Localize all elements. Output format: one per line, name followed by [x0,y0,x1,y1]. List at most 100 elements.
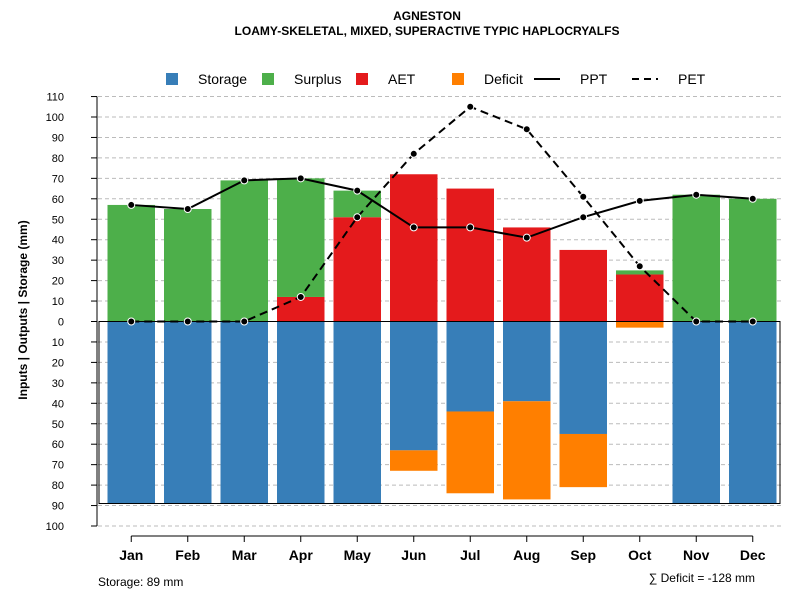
surplus-bar [277,178,325,297]
storage-bar [164,321,212,504]
y-tick-label: 0 [58,317,64,329]
lines [127,102,757,326]
ppt-point [579,213,588,222]
aet-bar [390,174,438,322]
y-tick-label: 90 [52,132,64,144]
legend-label-pet: PET [678,71,706,87]
legend-label-storage: Storage [198,71,247,87]
x-tick-label: Jul [460,547,480,563]
deficit-bar [503,401,551,500]
aet-bar [446,188,494,322]
y-tick-label: 30 [52,255,64,267]
y-tick-label: 80 [52,153,64,165]
legend-label-aet: AET [388,71,416,87]
y-tick-label: 50 [52,214,64,226]
storage-bar [503,321,551,402]
ppt-point [692,190,701,199]
storage-bar [107,321,155,504]
deficit-note: ∑ Deficit = -128 mm [649,571,755,585]
y-tick-label: 20 [52,276,64,288]
aet-bar [559,249,607,322]
ppt-point [748,194,757,203]
ppt-point [353,186,362,195]
storage-bar [729,321,777,504]
x-tick-label: May [344,547,371,563]
surplus-bar [107,204,155,322]
pet-point [127,317,136,326]
surplus-bar [220,180,268,322]
pet-point [353,213,362,222]
storage-bar [390,321,438,451]
storage-note: Storage: 89 mm [98,575,183,589]
legend-label-deficit: Deficit [484,71,523,87]
x-tick-label: Aug [513,547,540,563]
x-tick-label: Oct [628,547,652,563]
pet-point [183,317,192,326]
y-axis-label: Inputs | Outputs | Storage (mm) [16,220,30,399]
y-tick-label: 50 [52,419,64,431]
aet-bar [277,296,325,322]
legend-swatch-aet [356,73,368,85]
storage-bar [277,321,325,504]
grid-lines [98,96,782,527]
y-axis: 1101009080706050403020100102030405060708… [46,92,98,533]
storage-bar [672,321,720,504]
deficit-bar [446,411,494,494]
ppt-point [522,233,531,242]
y-tick-label: 40 [52,235,64,247]
deficit-bar [559,433,607,488]
ppt-point [466,223,475,232]
pet-point [579,192,588,201]
deficit-bar [616,321,664,328]
legend: Storage Surplus AET Deficit PPT PET [166,71,706,87]
pet-point [635,262,644,271]
deficit-bar [390,450,438,471]
x-tick-label: Nov [683,547,710,563]
y-tick-label: 100 [46,112,64,124]
x-tick-label: Dec [740,547,766,563]
legend-swatch-surplus [262,73,274,85]
storage-bar [559,321,607,434]
ppt-point [635,196,644,205]
x-tick-label: Mar [232,547,257,563]
y-tick-label: 40 [52,398,64,410]
aet-bar [333,217,381,322]
y-tick-label: 10 [52,296,64,308]
surplus-bar [729,198,777,322]
pet-point [240,317,249,326]
storage-bar [333,321,381,504]
ppt-point [127,200,136,209]
y-tick-label: 70 [52,173,64,185]
y-tick-label: 90 [52,501,64,513]
x-tick-label: Jun [401,547,426,563]
surplus-bar [164,209,212,322]
aet-bar [503,227,551,322]
y-tick-label: 70 [52,460,64,472]
x-tick-label: Apr [289,547,314,563]
legend-label-ppt: PPT [580,71,608,87]
pet-point [522,125,531,134]
y-tick-label: 30 [52,378,64,390]
pet-line [131,105,753,323]
legend-swatch-storage [166,73,178,85]
surplus-bar [333,190,381,218]
ppt-line [131,177,753,239]
pet-point [296,292,305,301]
surplus-bar [616,270,664,275]
storage-frame [98,321,781,505]
chart-title: AGNESTON [393,9,461,23]
legend-label-surplus: Surplus [294,71,341,87]
x-tick-label: Jan [119,547,143,563]
ppt-point [183,205,192,214]
ppt-point [296,174,305,183]
ppt-point [240,176,249,185]
y-tick-label: 60 [52,439,64,451]
y-tick-label: 100 [46,521,64,533]
pet-point [692,317,701,326]
bars [107,174,777,504]
y-tick-label: 110 [46,92,64,104]
y-tick-label: 20 [52,357,64,369]
pet-point [409,149,418,158]
pet-point [748,317,757,326]
